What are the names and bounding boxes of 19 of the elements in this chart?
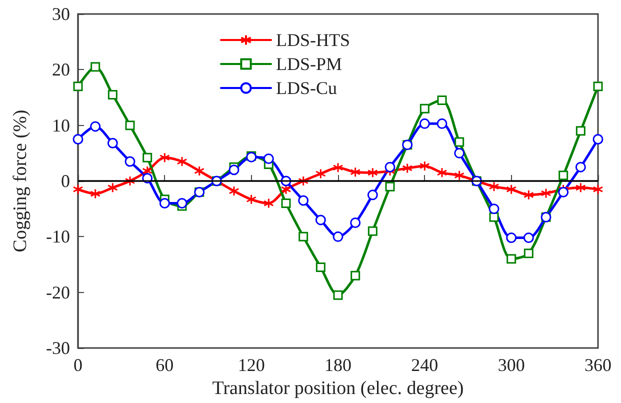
y-tick-label: -20 <box>46 282 70 302</box>
x-tick-label: 120 <box>238 355 265 375</box>
x-tick-label: 0 <box>74 355 82 375</box>
legend-label: LDS-Cu <box>276 78 338 98</box>
x-tick-label: 300 <box>498 355 525 375</box>
y-tick-label: 30 <box>52 4 70 24</box>
y-tick-label: -10 <box>46 226 70 247</box>
x-tick-label: 180 <box>324 355 352 375</box>
y-tick-label: 10 <box>52 115 70 136</box>
y-tick-label: 0 <box>61 171 70 191</box>
y-tick-label: 20 <box>52 60 70 80</box>
x-tick-label: 360 <box>584 355 612 375</box>
y-axis-title: Cogging force (%) <box>10 110 31 252</box>
x-tick-label: 60 <box>156 355 174 375</box>
legend-label: LDS-HTS <box>276 30 350 50</box>
legend-label: LDS-PM <box>276 54 342 74</box>
x-axis-title: Translator position (elec. degree) <box>212 378 464 399</box>
x-tick-label: 240 <box>411 355 438 375</box>
y-tick-label: -30 <box>46 338 70 358</box>
